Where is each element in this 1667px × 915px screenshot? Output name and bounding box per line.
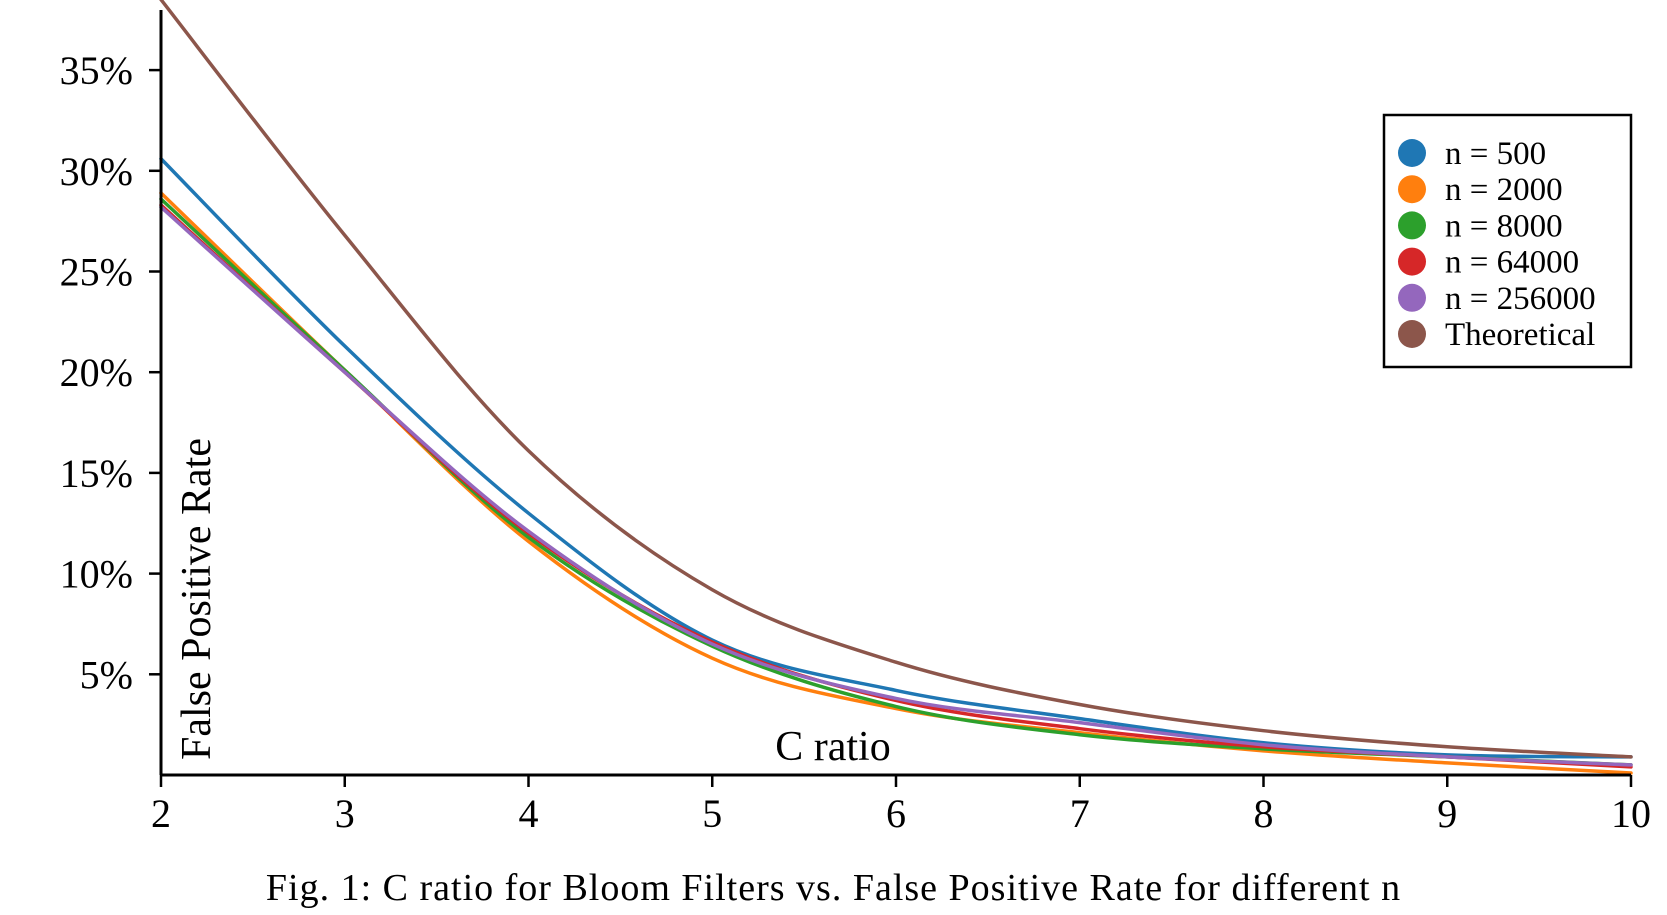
y-ticks: 5% 10% 15% 20% 25% 30% 35% [60,48,161,697]
legend-marker-n-64000 [1398,247,1426,276]
y-tick-label: 30% [60,149,133,194]
y-tick-label: 35% [60,48,133,93]
legend-marker-n-500 [1398,139,1426,167]
y-tick-label: 15% [60,451,133,496]
legend-label-n-500: n = 500 [1445,136,1546,172]
legend-label-n-2000: n = 2000 [1445,172,1563,208]
legend-label-n-8000: n = 8000 [1445,208,1563,244]
x-tick-label: 5 [702,791,722,836]
x-tick-label: 10 [1611,791,1651,836]
x-tick-label: 7 [1070,791,1090,836]
series-line-theoretical [159,0,1633,759]
legend-marker-n-256000 [1398,283,1426,312]
legend-marker-theoretical [1398,320,1426,348]
x-tick-label: 2 [151,791,171,836]
legend-marker-n-8000 [1398,211,1426,240]
y-tick-label: 25% [60,250,133,295]
y-tick-label: 5% [80,652,133,697]
x-tick-label: 9 [1437,791,1457,836]
figure-caption: Fig. 1: C ratio for Bloom Filters vs. Fa… [265,867,1402,909]
x-tick-label: 4 [519,791,539,836]
legend-marker-n-2000 [1398,175,1426,204]
x-tick-label: 6 [886,791,906,836]
x-tick-label: 3 [335,791,355,836]
y-tick-label: 20% [60,350,133,395]
x-axis-title: C ratio [775,724,890,770]
legend-label-n-256000: n = 256000 [1445,281,1596,317]
series-line-n-256000 [159,205,1633,767]
y-tick-label: 10% [60,552,133,597]
legend-label-theoretical: Theoretical [1445,317,1595,353]
x-tick-label: 8 [1254,791,1274,836]
plot-area [159,0,1633,775]
legend-label-n-64000: n = 64000 [1445,245,1579,281]
y-axis-title: False Positive Rate [174,438,220,760]
x-ticks: 2 3 4 5 6 7 8 9 10 [151,775,1651,836]
